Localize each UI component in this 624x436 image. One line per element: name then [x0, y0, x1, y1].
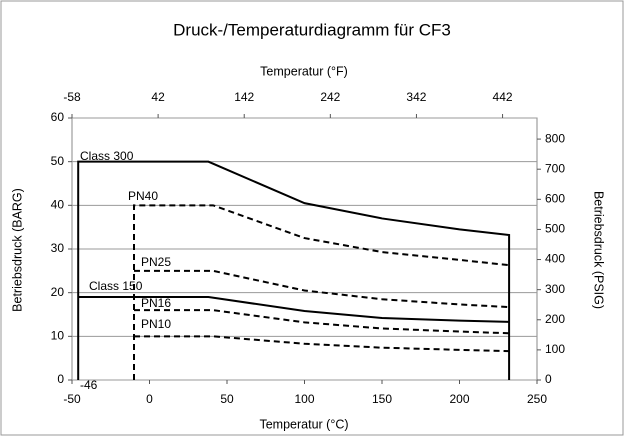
y2-tick-label: 200 — [545, 312, 565, 326]
y-axis-title: Betriebsdruck (BARG) — [10, 188, 24, 312]
series-line — [78, 296, 510, 323]
y2-axis-title: Betriebsdruck (PSIG) — [592, 191, 606, 309]
y-tick-label: 10 — [51, 329, 65, 343]
y2-tick-label: 600 — [545, 191, 565, 205]
series-label: Class 150 — [89, 279, 143, 293]
x-tick-label: -50 — [63, 392, 81, 406]
x-tick-label: 50 — [220, 392, 234, 406]
x-tick-label: 250 — [527, 392, 547, 406]
y2-tick-label: 500 — [545, 222, 565, 236]
y2-tick-label: 300 — [545, 282, 565, 296]
series-label: Class 300 — [80, 149, 134, 163]
series-label: PN10 — [141, 317, 171, 331]
y-tick-label: 50 — [51, 154, 65, 168]
x-tick-label: 200 — [449, 392, 469, 406]
series-line — [134, 335, 510, 353]
x-tick-label: 100 — [294, 392, 314, 406]
series-line — [77, 160, 511, 380]
y2-tick-label: 100 — [545, 342, 565, 356]
x2-tick-label: 442 — [493, 90, 513, 104]
x-tick-label: 0 — [146, 392, 153, 406]
series-line — [133, 204, 510, 380]
annotation: -46 — [80, 378, 98, 392]
x2-tick-label: -58 — [63, 90, 81, 104]
y-tick-label: 0 — [57, 372, 64, 386]
chart-title: Druck-/Temperaturdiagramm für CF3 — [173, 20, 451, 39]
series-label: PN16 — [141, 296, 171, 310]
y-tick-label: 40 — [51, 198, 65, 212]
y2-tick-label: 400 — [545, 252, 565, 266]
series-line — [134, 309, 510, 335]
x2-axis-title: Temperatur (°F) — [260, 64, 348, 78]
x2-tick-label: 42 — [151, 90, 165, 104]
y-tick-label: 30 — [51, 241, 65, 255]
y-tick-label: 60 — [51, 110, 65, 124]
x2-tick-label: 142 — [234, 90, 254, 104]
x-axis-title: Temperatur (°C) — [259, 417, 348, 431]
y2-tick-label: 700 — [545, 161, 565, 175]
series-label: PN40 — [128, 189, 158, 203]
x-tick-label: 150 — [372, 392, 392, 406]
series-label: PN25 — [141, 255, 171, 269]
x2-tick-label: 242 — [320, 90, 340, 104]
y2-tick-label: 0 — [545, 372, 552, 386]
series-line — [134, 269, 510, 309]
x2-tick-label: 342 — [406, 90, 426, 104]
y-tick-label: 20 — [51, 285, 65, 299]
y2-tick-label: 800 — [545, 131, 565, 145]
